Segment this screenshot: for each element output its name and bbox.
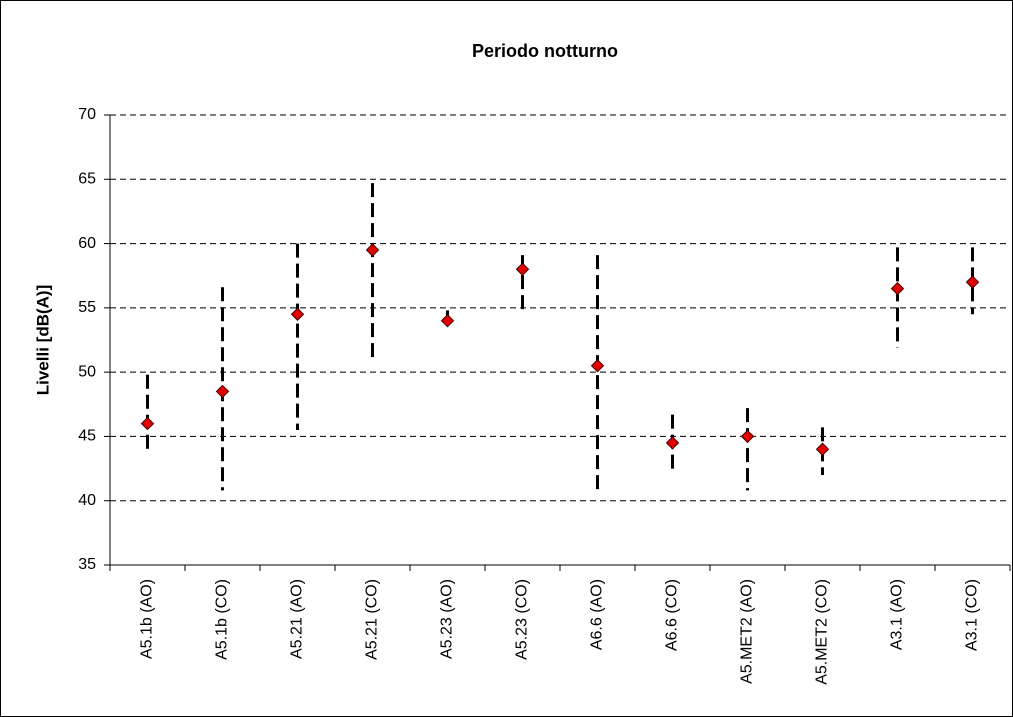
marker (440, 314, 455, 328)
y-tick-label: 60 (78, 235, 96, 252)
x-tick-label: A5.21 (AO) (289, 579, 306, 659)
chart-title: Periodo notturno (472, 41, 618, 61)
marker (140, 416, 155, 431)
marker (965, 275, 980, 289)
y-tick-label: 35 (78, 556, 96, 573)
x-tick-label: A5.1b (CO) (214, 579, 231, 660)
marker (590, 359, 605, 373)
y-tick-label: 40 (78, 492, 96, 509)
marker (740, 429, 755, 444)
x-tick-label: A5.23 (CO) (514, 579, 531, 660)
marker (890, 281, 905, 296)
x-tick-label: A3.1 (AO) (889, 579, 906, 650)
y-axis-label: Livelli [dB(A)] (33, 285, 52, 396)
x-tick-label: A6.6 (CO) (664, 579, 681, 651)
y-tick-label: 65 (78, 171, 96, 188)
marker (815, 442, 830, 456)
y-tick-label: 55 (78, 299, 96, 316)
x-tick-label: A5.MET2 (CO) (814, 579, 831, 685)
x-tick-label: A5.MET2 (AO) (739, 579, 756, 684)
marker (515, 262, 530, 276)
marker (290, 307, 305, 321)
marker (665, 436, 680, 450)
y-tick-label: 50 (78, 363, 96, 380)
marker (215, 384, 230, 399)
x-tick-label: A5.23 (AO) (439, 579, 456, 659)
marker (365, 243, 380, 257)
y-tick-label: 45 (78, 428, 96, 445)
x-tick-label: A5.1b (AO) (139, 579, 156, 659)
x-tick-label: A6.6 (AO) (589, 579, 606, 650)
x-tick-label: A5.21 (CO) (364, 579, 381, 660)
x-tick-label: A3.1 (CO) (964, 579, 981, 651)
y-tick-label: 70 (78, 106, 96, 123)
